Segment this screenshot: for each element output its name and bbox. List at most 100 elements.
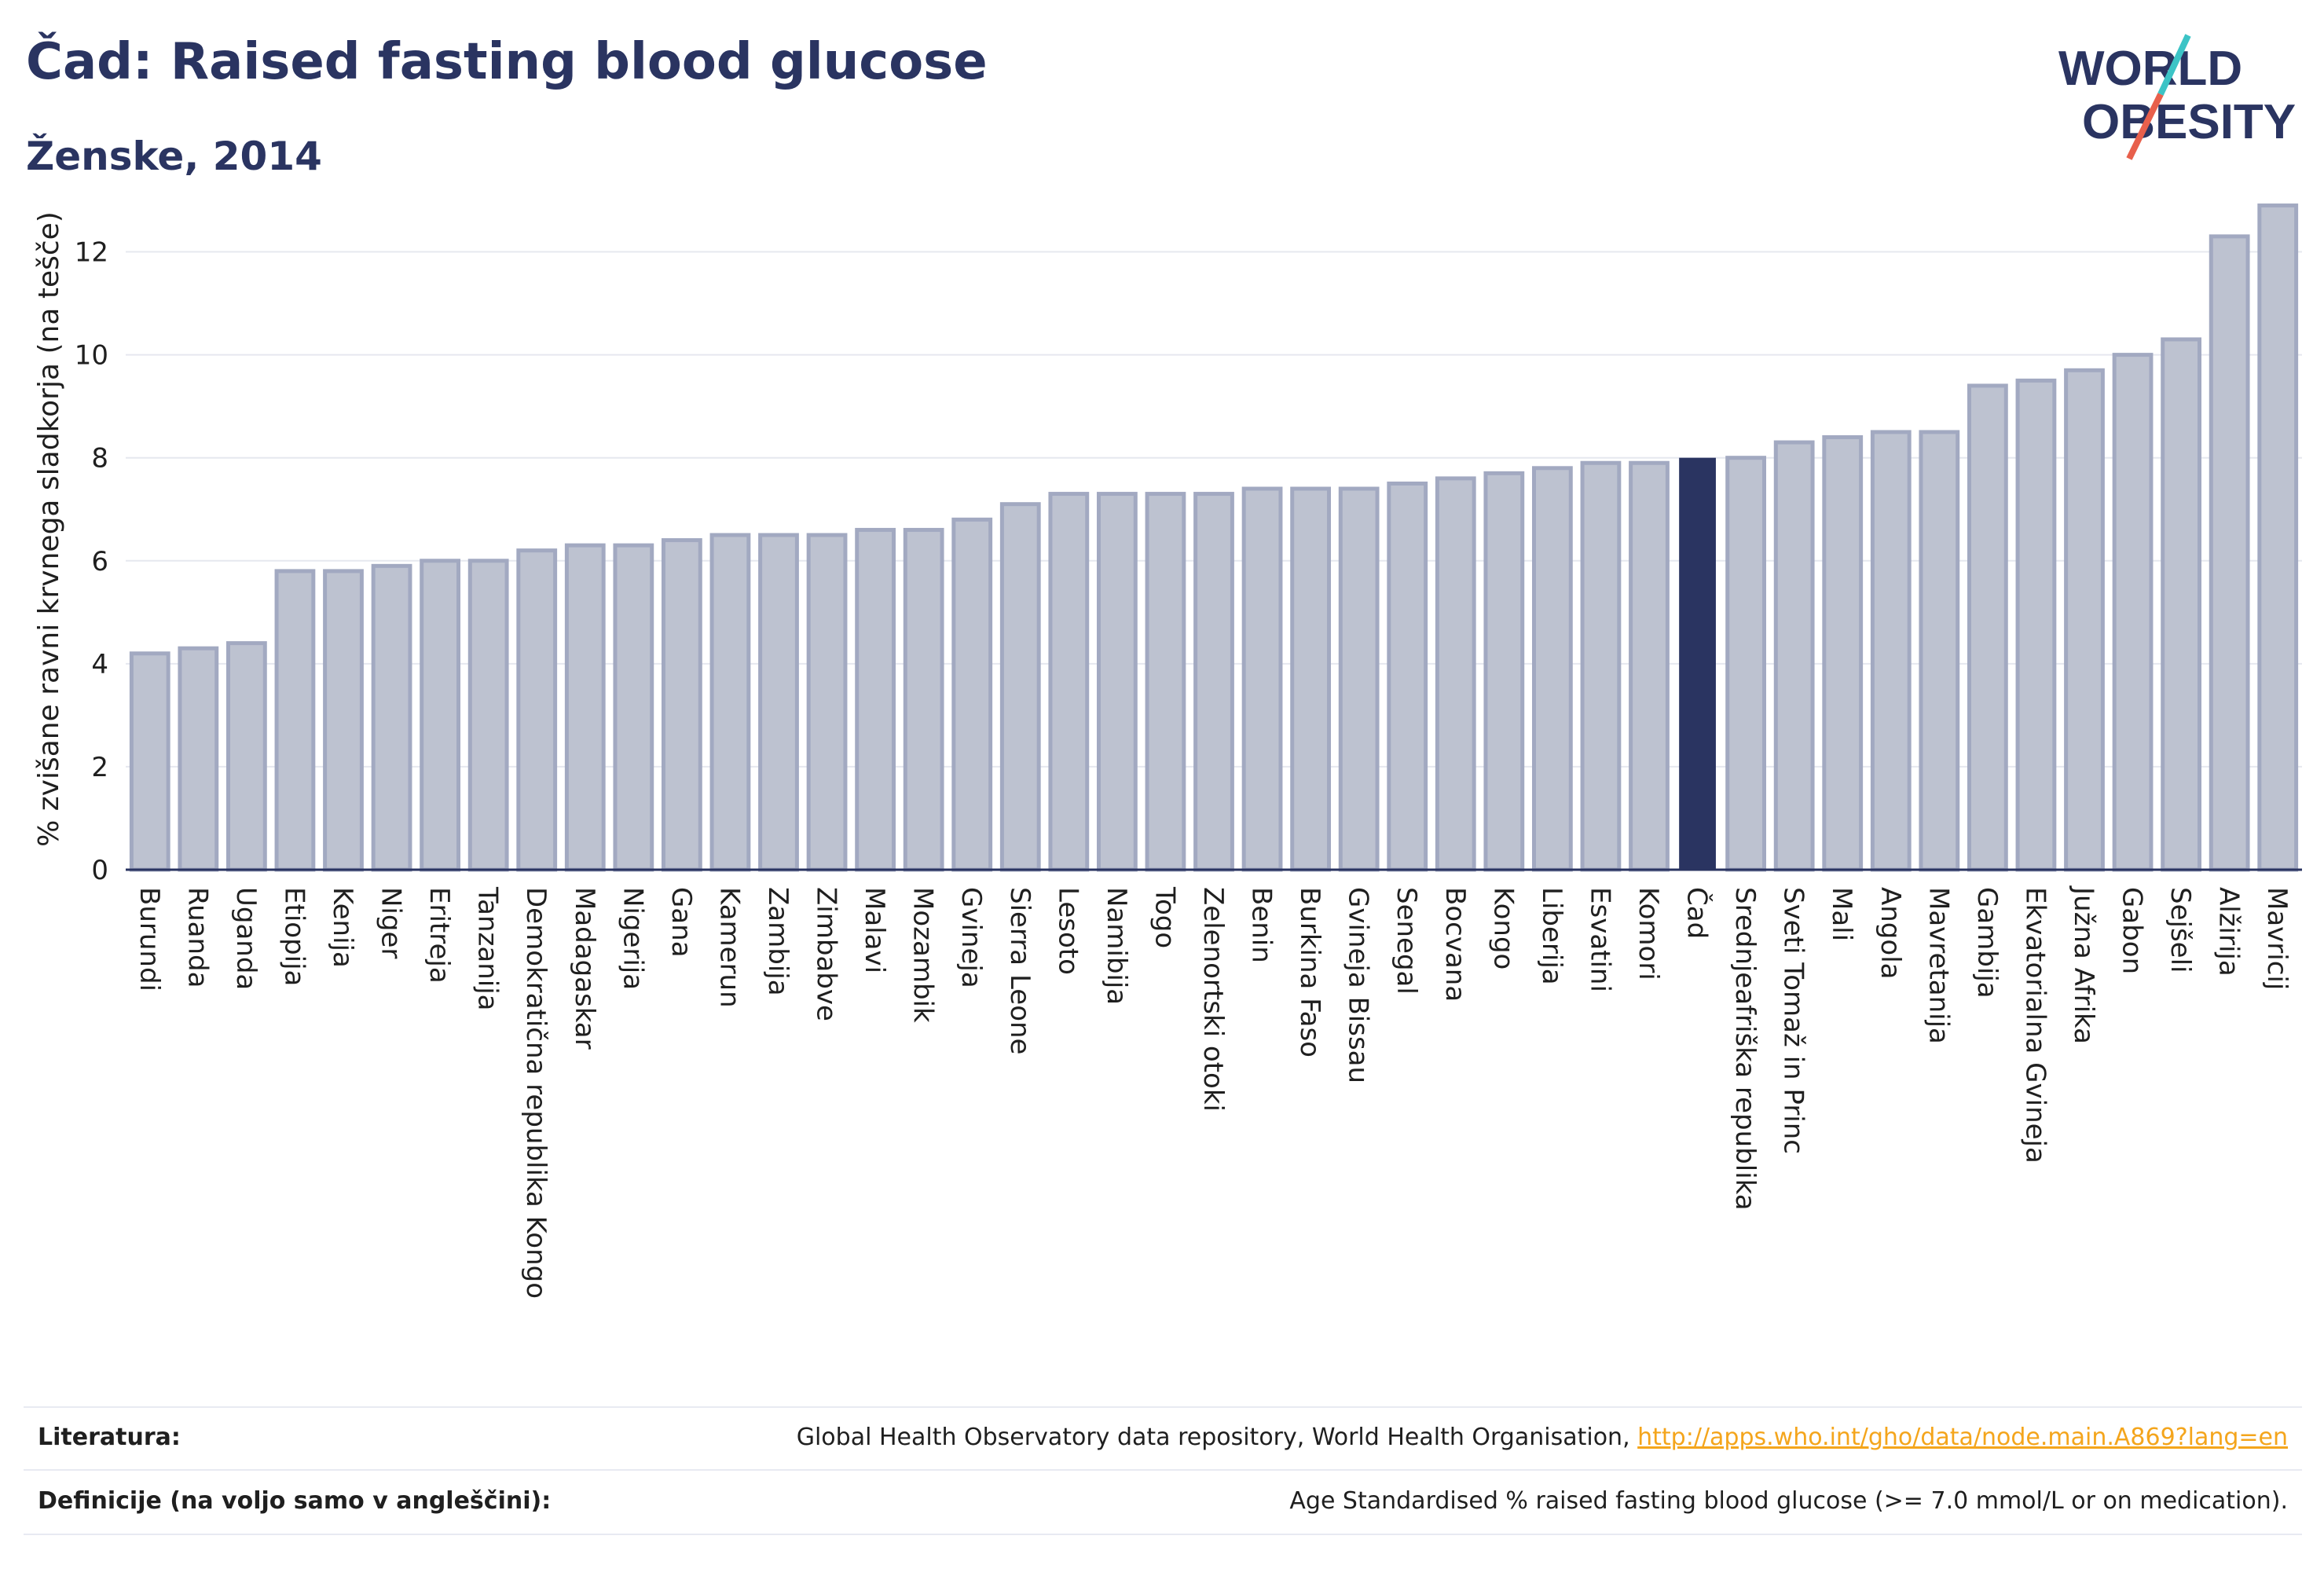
- y-tick-label: 4: [91, 649, 108, 680]
- bar: [1145, 492, 1186, 872]
- y-tick-label: 6: [91, 546, 108, 577]
- bar: [371, 563, 412, 872]
- bar: [467, 559, 509, 872]
- x-tick-label: Komori: [1633, 887, 1664, 980]
- chart-subtitle: Ženske, 2014: [26, 134, 322, 179]
- bar: [1725, 456, 1767, 872]
- x-tick-label: Južna Afrika: [2068, 885, 2099, 1044]
- references-link[interactable]: http://apps.who.int/gho/data/node.main.A…: [1637, 1424, 2288, 1451]
- x-tick-label: Gana: [665, 887, 697, 958]
- definitions-value: Age Standardised % raised fasting blood …: [1289, 1487, 2288, 1515]
- bar-chart: 0 2 4 6 8 10 12 % zvišane ravni krvnega sladkor…: [33, 203, 2302, 1299]
- bar-highlight: [1679, 457, 1716, 870]
- bar: [1822, 434, 1864, 872]
- logo-slash-teal: [2157, 34, 2191, 96]
- y-tick-label: 8: [91, 443, 108, 475]
- bar: [1387, 481, 1428, 872]
- footer-definitions-row: Definicije (na voljo samo v angleščini):…: [24, 1487, 2302, 1527]
- bar: [420, 559, 461, 872]
- bar: [1531, 466, 1573, 872]
- y-tick-label: 12: [75, 237, 108, 269]
- y-tick-label: 10: [75, 340, 108, 372]
- x-tick-label: Burundi: [134, 887, 165, 991]
- bar: [613, 543, 654, 872]
- bar: [225, 641, 267, 872]
- bar: [1773, 440, 1815, 872]
- x-tick-label: Benin: [1246, 887, 1277, 963]
- x-tick-label: Bocvana: [1439, 887, 1471, 1002]
- bar: [709, 533, 751, 872]
- x-tick-label: Gvineja Bissau: [1343, 887, 1374, 1083]
- x-tick-label: Zimbabve: [811, 887, 842, 1021]
- x-tick-label: Niger: [376, 887, 407, 958]
- x-tick-label: Eritreja: [423, 887, 455, 984]
- x-tick-label: Esvatini: [1584, 887, 1615, 992]
- x-tick-label: Kenija: [327, 887, 358, 968]
- y-axis-title: % zvišane ravni krvnega sladkorja (na te…: [33, 211, 65, 847]
- x-tick-label: Sveti Tomaž in Princ: [1778, 887, 1809, 1154]
- x-tick-label: Mali: [1826, 887, 1857, 941]
- x-tick-label: Kongo: [1487, 887, 1519, 969]
- bar: [758, 533, 799, 872]
- bar: [1435, 476, 1476, 872]
- x-tick-label: Nigerija: [617, 887, 648, 990]
- bar: [1919, 430, 1960, 872]
- bar: [323, 569, 364, 872]
- x-tick-label: Malavi: [859, 887, 890, 973]
- x-tick-label: Madagaskar: [569, 887, 600, 1050]
- x-tick-label: Sierra Leone: [1004, 887, 1036, 1054]
- bar: [999, 502, 1041, 872]
- x-tick-label: Senegal: [1391, 887, 1422, 995]
- bar: [1193, 492, 1234, 872]
- x-tick-label: Gvineja: [955, 887, 987, 988]
- bar: [2257, 203, 2299, 872]
- footer-divider-middle: [24, 1469, 2302, 1471]
- bar: [1483, 471, 1525, 872]
- x-tick-label: Mavretanija: [1923, 887, 1954, 1044]
- bar: [1290, 486, 1332, 872]
- bar: [1241, 486, 1283, 872]
- x-tick-label: Uganda: [230, 887, 262, 990]
- bar: [1870, 430, 1912, 872]
- bar: [178, 646, 219, 872]
- y-tick-label: 2: [91, 752, 108, 783]
- x-tick-label: Sejšeli: [2165, 887, 2196, 973]
- bar: [2112, 353, 2154, 872]
- references-label: Literatura:: [38, 1424, 181, 1451]
- bar: [661, 538, 702, 872]
- x-tick-label: Čad: [1681, 887, 1714, 939]
- definitions-label: Definicije (na voljo samo v angleščini):: [38, 1487, 552, 1515]
- references-value: Global Health Observatory data repositor…: [797, 1424, 2288, 1451]
- bar: [1629, 460, 1670, 872]
- bar: [564, 543, 606, 872]
- x-tick-label: Burkina Faso: [1294, 887, 1325, 1057]
- bar: [1096, 492, 1138, 872]
- x-tick-label: Ekvatorialna Gvineja: [2019, 887, 2051, 1164]
- bar: [1338, 486, 1380, 872]
- y-tick-label: 0: [91, 855, 108, 886]
- x-tick-label: Etiopija: [278, 887, 310, 986]
- x-tick-label: Gambija: [1971, 887, 2003, 999]
- x-tick-label: Mavricij: [2261, 887, 2293, 990]
- x-tick-label: Angola: [1875, 887, 1906, 979]
- x-tick-label: Liberija: [1536, 887, 1567, 985]
- footer-references-row: Literatura: Global Health Observatory da…: [24, 1424, 2302, 1463]
- logo-line-2: OBESITY: [2082, 95, 2296, 149]
- x-tick-label: Kamerun: [713, 887, 745, 1008]
- world-obesity-logo: WORLD OBESITY: [2058, 34, 2296, 160]
- x-tick-label: Demokratična republika Kongo: [520, 887, 552, 1299]
- logo-line-1: WORLD: [2058, 42, 2242, 96]
- bar: [2015, 378, 2057, 872]
- bar: [274, 569, 316, 872]
- bar: [1048, 492, 1090, 872]
- bar: [516, 548, 558, 872]
- x-tick-label: Mozambik: [907, 887, 939, 1023]
- chart-title: Čad: Raised fasting blood glucose: [26, 33, 988, 91]
- x-tick-label: Togo: [1149, 886, 1180, 948]
- x-tick-label: Zambija: [762, 887, 794, 996]
- bar: [2209, 234, 2250, 872]
- bar: [1580, 460, 1622, 872]
- bar: [2161, 337, 2202, 872]
- x-tick-label: Ruanda: [181, 887, 213, 988]
- references-text: Global Health Observatory data repositor…: [796, 1424, 1638, 1451]
